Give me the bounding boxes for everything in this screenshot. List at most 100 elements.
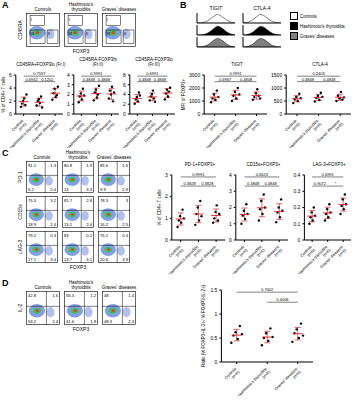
svg-text:II: II xyxy=(124,31,126,36)
svg-text:0: 0 xyxy=(279,111,282,117)
svg-text:0.9991: 0.9991 xyxy=(90,71,103,76)
svg-text:2.4: 2.4 xyxy=(86,222,92,227)
svg-text:3: 3 xyxy=(165,172,168,178)
svg-text:Graves' diseases(n=6): Graves' diseases(n=6) xyxy=(31,118,60,147)
svg-text:5.2: 5.2 xyxy=(28,187,34,192)
svg-text:2.8: 2.8 xyxy=(86,198,92,203)
svg-text:0: 0 xyxy=(9,111,12,117)
svg-text:0.4: 0.4 xyxy=(293,172,300,178)
svg-text:75.1: 75.1 xyxy=(100,233,109,238)
svg-text:0.4848: 0.4848 xyxy=(323,77,336,82)
svg-text:3: 3 xyxy=(126,198,129,203)
svg-text:14: 14 xyxy=(64,187,69,192)
svg-text:91.1: 91.1 xyxy=(28,163,37,168)
svg-text:81.7: 81.7 xyxy=(64,198,73,203)
svg-text:0.6623: 0.6623 xyxy=(256,172,269,177)
svg-text:53.2: 53.2 xyxy=(28,319,37,324)
svg-text:0.4006: 0.4006 xyxy=(276,297,289,302)
svg-text:Graves' diseases(n=6): Graves' diseases(n=6) xyxy=(232,118,261,147)
svg-text:0.4848: 0.4848 xyxy=(98,77,111,82)
svg-text:CD15s: CD15s xyxy=(17,204,23,220)
svg-text:3: 3 xyxy=(229,188,232,194)
svg-text:2.4: 2.4 xyxy=(50,187,56,192)
svg-text:1.6: 1.6 xyxy=(52,293,58,298)
svg-text:1.6: 1.6 xyxy=(122,163,128,168)
svg-text:78.3: 78.3 xyxy=(100,198,109,203)
svg-text:3000: 3000 xyxy=(189,72,200,78)
svg-text:2: 2 xyxy=(67,91,70,97)
svg-text:0.4848: 0.4848 xyxy=(302,77,315,82)
svg-text:Hashimoto's thyroiditis(n=6): Hashimoto's thyroiditis(n=6) xyxy=(236,366,271,396)
svg-text:0: 0 xyxy=(67,111,70,117)
svg-text:41.6: 41.6 xyxy=(66,319,75,324)
svg-text:PD-1: PD-1 xyxy=(17,171,23,183)
svg-text:0: 0 xyxy=(298,237,301,243)
svg-text:1: 1 xyxy=(229,221,232,227)
svg-text:0.4848: 0.4848 xyxy=(240,77,253,82)
svg-text:80.8: 80.8 xyxy=(64,163,73,168)
svg-text:3: 3 xyxy=(67,82,70,88)
svg-text:3.1: 3.1 xyxy=(86,257,92,262)
svg-text:0.6967: 0.6967 xyxy=(219,77,232,82)
svg-text:LAG-3: LAG-3 xyxy=(17,240,23,255)
svg-text:III: III xyxy=(31,31,35,36)
svg-text:1: 1 xyxy=(67,101,70,107)
svg-text:0.7002: 0.7002 xyxy=(261,287,274,292)
svg-text:3.4: 3.4 xyxy=(50,257,56,262)
svg-text:2000: 2000 xyxy=(189,85,200,91)
svg-text:2.3: 2.3 xyxy=(128,319,134,324)
svg-text:500: 500 xyxy=(274,98,283,104)
svg-text:0.6991: 0.6991 xyxy=(146,71,159,76)
svg-text:4: 4 xyxy=(9,85,12,91)
svg-text:4: 4 xyxy=(229,172,232,178)
svg-text:1: 1 xyxy=(165,215,168,221)
svg-text:2: 2 xyxy=(165,193,168,199)
svg-text:0.7597: 0.7597 xyxy=(33,71,46,76)
svg-text:2: 2 xyxy=(123,101,126,107)
svg-text:55.3: 55.3 xyxy=(66,293,75,298)
svg-text:1000: 1000 xyxy=(271,85,282,91)
svg-text:13.1: 13.1 xyxy=(64,222,73,227)
svg-text:III: III xyxy=(69,31,73,36)
svg-text:2.4: 2.4 xyxy=(52,319,58,324)
svg-text:1.3: 1.3 xyxy=(50,163,56,168)
svg-text:6: 6 xyxy=(123,82,126,88)
svg-text:48.3: 48.3 xyxy=(104,319,113,324)
svg-text:0.1: 0.1 xyxy=(293,221,300,227)
svg-text:I: I xyxy=(69,17,70,22)
svg-text:75.5: 75.5 xyxy=(28,198,37,203)
svg-text:1500: 1500 xyxy=(271,72,282,78)
svg-text:Controls(n=6): Controls(n=6) xyxy=(223,366,241,384)
svg-text:0: 0 xyxy=(165,237,168,243)
svg-text:0.6942: 0.6942 xyxy=(25,77,38,82)
svg-text:2.5: 2.5 xyxy=(122,222,128,227)
svg-text:2: 2 xyxy=(9,98,12,104)
svg-text:85.6: 85.6 xyxy=(100,163,109,168)
svg-text:0.4848: 0.4848 xyxy=(264,181,277,186)
svg-text:I: I xyxy=(107,17,108,22)
svg-text:83: 83 xyxy=(64,233,69,238)
svg-text:0.5: 0.5 xyxy=(210,335,217,341)
svg-text:Graves' diseases(n=6): Graves' diseases(n=6) xyxy=(316,118,345,147)
svg-text:*: * xyxy=(335,181,337,186)
svg-text:0.2: 0.2 xyxy=(86,233,92,238)
svg-text:18.9: 18.9 xyxy=(28,222,37,227)
svg-text:0: 0 xyxy=(197,111,200,117)
svg-text:3.2: 3.2 xyxy=(50,198,56,203)
svg-text:Graves' diseases(n=6): Graves' diseases(n=6) xyxy=(273,366,302,395)
svg-text:0.2403: 0.2403 xyxy=(312,71,325,76)
svg-text:I: I xyxy=(31,17,32,22)
svg-text:0.1202: 0.1202 xyxy=(41,77,54,82)
svg-text:9.9: 9.9 xyxy=(100,187,106,192)
svg-text:Graves' diseases(n=6): Graves' diseases(n=6) xyxy=(143,118,172,147)
svg-text:1.9: 1.9 xyxy=(90,319,96,324)
svg-text:42.8: 42.8 xyxy=(28,293,37,298)
svg-text:1.4: 1.4 xyxy=(128,293,134,298)
svg-text:4: 4 xyxy=(67,72,70,78)
svg-text:0.4848: 0.4848 xyxy=(154,77,167,82)
svg-text:0.9072: 0.9072 xyxy=(314,181,327,186)
svg-text:MFI of FOXP3+: MFI of FOXP3+ xyxy=(181,78,186,110)
svg-text:1: 1 xyxy=(215,311,218,317)
svg-text:Graves' diseases(n=6): Graves' diseases(n=6) xyxy=(255,244,284,273)
svg-text:3.3: 3.3 xyxy=(86,187,92,192)
